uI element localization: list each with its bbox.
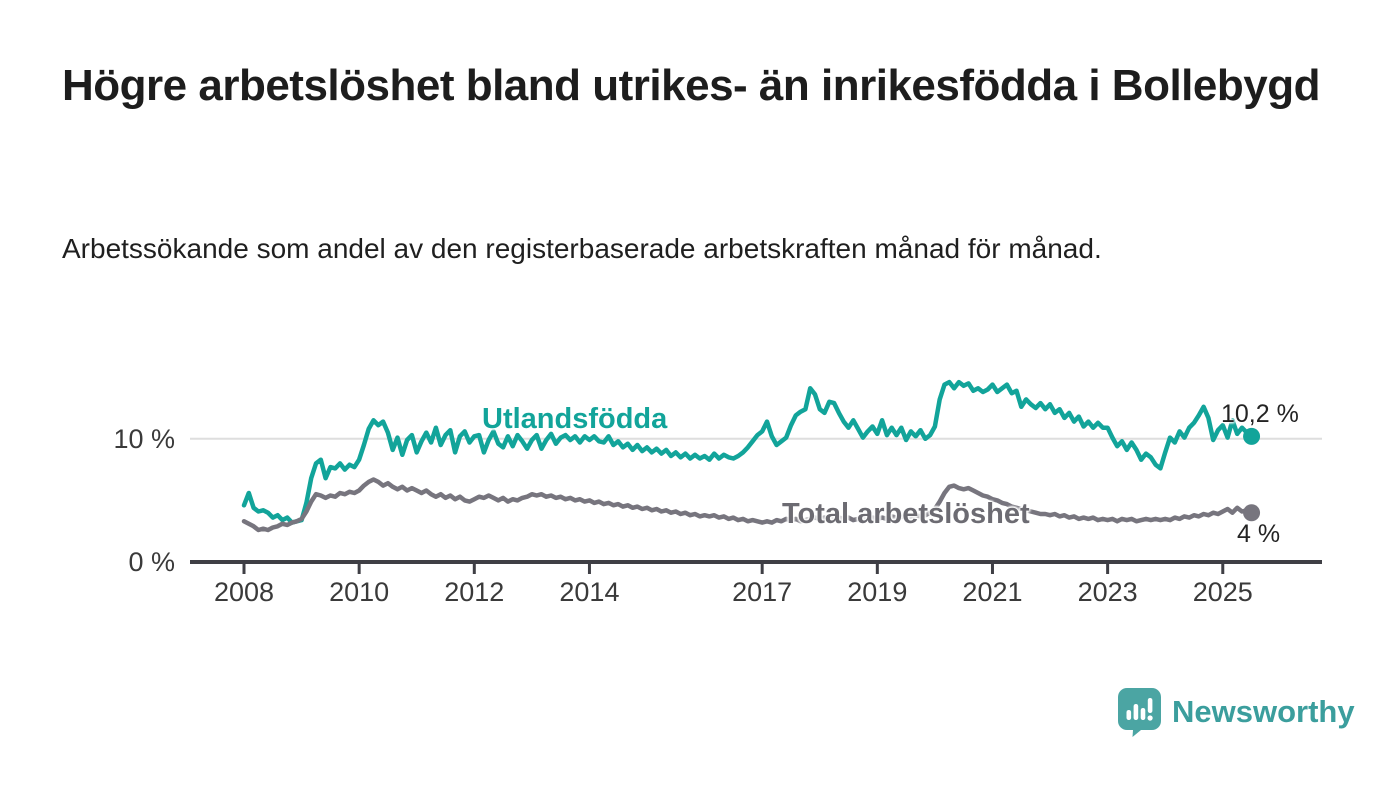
x-tick-label-2019: 2019 — [847, 577, 908, 607]
logo-bars — [1126, 698, 1153, 721]
x-tick-label-2023: 2023 — [1077, 577, 1138, 607]
line-total-arbetsloshet — [241, 477, 1254, 533]
end-value-label-utlandsfodda: 10,2 % — [1221, 400, 1299, 428]
x-tick-label-2008: 2008 — [213, 577, 275, 607]
x-tick-label-2017: 2017 — [732, 577, 793, 607]
end-dot-total-arbetsloshet — [1243, 504, 1261, 522]
x-tick-label-2025: 2025 — [1192, 577, 1253, 607]
x-tick-label-2012: 2012 — [444, 577, 505, 607]
x-tick-label-2021: 2021 — [962, 577, 1023, 607]
line-utlandsfodda — [241, 379, 1254, 525]
series-label-utlandsfodda: Utlandsfödda — [482, 403, 668, 435]
x-tick-label-2014: 2014 — [559, 577, 620, 607]
series-end-dots — [1243, 427, 1261, 522]
x-axis-ticks — [242, 562, 1225, 574]
newsworthy-brand: Newsworthy — [1115, 687, 1355, 737]
page-title: Högre arbetslöshet bland utrikes- än inr… — [62, 61, 1320, 110]
brand-name: Newsworthy — [1172, 694, 1355, 729]
x-tick-label-2010: 2010 — [329, 577, 390, 607]
page-subtitle: Arbetssökande som andel av den registerb… — [62, 233, 1102, 264]
newsworthy-logo-icon — [1118, 688, 1161, 737]
end-value-label-total: 4 % — [1237, 520, 1281, 548]
y-tick-label-0: 0 % — [128, 547, 175, 577]
y-tick-label-10: 10 % — [113, 424, 175, 454]
series-label-total-arbetsloshet: Total arbetslöshet — [782, 498, 1030, 530]
end-dot-utlandsfodda — [1243, 427, 1261, 445]
